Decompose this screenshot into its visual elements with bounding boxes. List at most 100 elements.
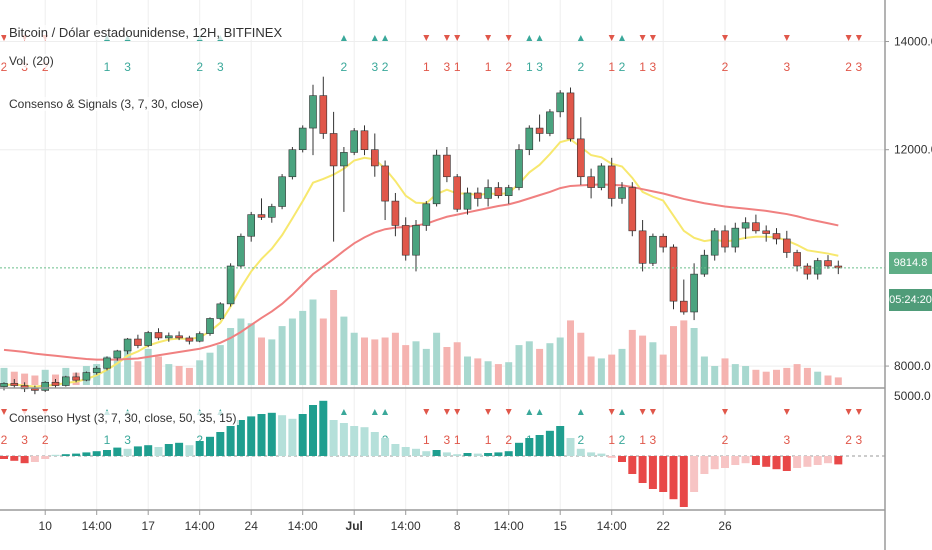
- histogram-bar: [319, 400, 328, 456]
- volume-bar: [597, 358, 605, 385]
- candle-body: [443, 154, 451, 178]
- volume-bar: [350, 332, 358, 385]
- volume-bar: [144, 348, 152, 385]
- volume-bar: [824, 375, 832, 385]
- hist-signal-arrow: [454, 409, 461, 415]
- candle-body: [587, 176, 595, 188]
- candle-body: [401, 225, 410, 256]
- hist-signal-count: 2: [722, 433, 729, 447]
- volume-bar: [319, 318, 327, 385]
- volume-bar: [639, 335, 647, 385]
- volume-bar: [525, 341, 533, 385]
- histogram-bar: [401, 447, 410, 456]
- histogram-bar: [257, 414, 266, 456]
- histogram-bar: [576, 448, 585, 456]
- histogram-bar: [298, 414, 307, 456]
- histogram-bar: [504, 451, 513, 456]
- candle-body: [319, 95, 328, 134]
- volume-bar: [659, 354, 667, 385]
- histogram-bar: [638, 456, 647, 483]
- volume-bar: [237, 318, 245, 385]
- volume-bar: [124, 347, 132, 385]
- hist-signal-arrow: [1, 409, 7, 415]
- candle-body: [185, 337, 194, 342]
- histogram-bar: [453, 454, 462, 456]
- signal-arrow: [454, 35, 461, 41]
- histogram-bar: [535, 435, 544, 456]
- candle-body: [123, 338, 132, 352]
- volume-bar: [268, 339, 276, 385]
- signal-count: 1: [608, 60, 615, 74]
- histogram-bar: [92, 451, 101, 456]
- signal-arrow: [783, 35, 790, 41]
- volume-bar: [793, 364, 801, 385]
- histogram-bar: [587, 452, 596, 456]
- histogram-bar: [278, 415, 287, 456]
- histogram-bar: [700, 456, 709, 474]
- signal-count: 3: [217, 60, 224, 74]
- candle-body: [576, 138, 585, 178]
- candle-body: [515, 149, 523, 188]
- histogram-bar: [813, 456, 822, 465]
- histogram-bar: [597, 453, 606, 456]
- signal-count: 3: [536, 60, 543, 74]
- histogram-bar: [628, 456, 637, 474]
- volume-bar: [340, 316, 348, 385]
- histogram-bar: [659, 456, 668, 492]
- volume-bar: [567, 320, 574, 385]
- volume-bar: [185, 367, 193, 385]
- hist-signal-arrow: [783, 409, 790, 415]
- histogram-bar: [72, 453, 81, 456]
- hist-signal-count: 1: [639, 433, 646, 447]
- candle-body: [638, 230, 647, 264]
- volume-bar: [464, 356, 471, 385]
- hist-signal-arrow: [845, 409, 852, 415]
- hist-signal-count: 1: [485, 433, 492, 447]
- time-tick-label: 17: [142, 519, 156, 533]
- histogram-bar: [422, 451, 431, 456]
- candle-body: [175, 335, 183, 339]
- indicator-label[interactable]: Consenso & Signals (3, 7, 30, close): [6, 97, 207, 111]
- candle-body: [432, 154, 441, 205]
- volume-bar: [134, 361, 142, 385]
- volume-bar: [680, 320, 688, 385]
- hist-signal-count: 2: [619, 433, 626, 447]
- volume-label[interactable]: Vol. (20): [6, 54, 57, 68]
- time-tick-label: 26: [718, 519, 732, 533]
- histogram-bar: [164, 444, 173, 456]
- hist-signal-count: 3: [124, 433, 131, 447]
- candle-body: [340, 152, 348, 167]
- histogram-bar: [834, 456, 843, 465]
- histogram-bar: [494, 452, 503, 456]
- signal-arrow: [443, 35, 450, 41]
- indicator-line: [3, 138, 839, 388]
- candle-body: [92, 367, 101, 373]
- signal-count: 3: [856, 60, 863, 74]
- volume-bar: [546, 343, 554, 385]
- signal-count: 2: [505, 60, 512, 74]
- candle-body: [298, 127, 307, 151]
- hist-signal-arrow: [536, 409, 543, 415]
- volume-bar: [783, 367, 791, 385]
- histogram-bar: [247, 416, 256, 456]
- signal-count: 1: [526, 60, 533, 74]
- histogram-bar: [618, 456, 626, 462]
- signal-count: 1: [454, 60, 461, 74]
- histogram-bar: [30, 456, 39, 462]
- volume-bar: [412, 341, 420, 385]
- histogram-bar: [793, 456, 802, 468]
- histogram-bar: [741, 456, 750, 464]
- candle-body: [535, 127, 544, 134]
- candle-body: [113, 350, 122, 359]
- candle-body: [267, 206, 276, 218]
- candle-body: [381, 165, 389, 202]
- signal-arrow: [371, 35, 378, 41]
- volume-bar: [206, 352, 214, 385]
- time-tick-label: 8: [454, 519, 461, 533]
- symbol-title[interactable]: Bitcoin / Dólar estadounidense, 12H, BIT…: [6, 25, 286, 40]
- hist-signal-arrow: [855, 409, 862, 415]
- signal-arrow: [639, 35, 646, 41]
- histogram-label[interactable]: Consenso Hyst (3, 7, 30, close, 50, 35, …: [6, 411, 240, 425]
- volume-bar: [381, 337, 389, 385]
